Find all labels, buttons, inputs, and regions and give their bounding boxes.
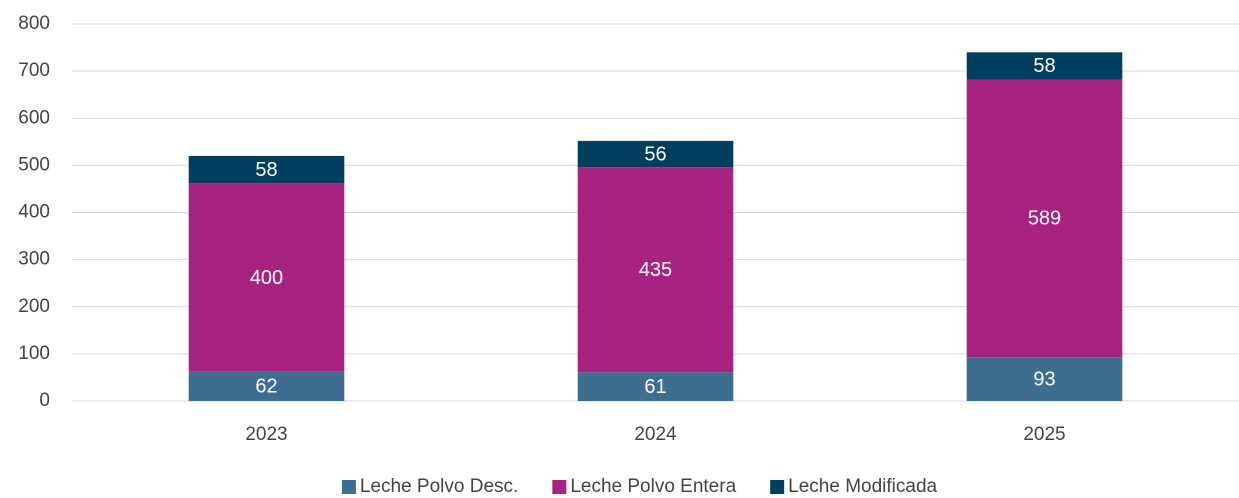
- y-tick-label: 200: [18, 296, 50, 317]
- x-tick-label: 2024: [634, 424, 677, 445]
- bar-segment: [188, 371, 345, 401]
- y-tick-label: 300: [18, 249, 50, 270]
- legend-swatch: [341, 480, 356, 494]
- x-tick-label: 2025: [1023, 424, 1065, 445]
- data-label: 62: [255, 376, 277, 398]
- y-tick-label: 0: [39, 390, 50, 411]
- x-tick-label: 2023: [245, 424, 287, 445]
- y-tick-label: 800: [18, 13, 50, 34]
- data-label: 58: [1033, 55, 1055, 77]
- legend-label: Leche Polvo Entera: [570, 476, 736, 497]
- bar-segment: [966, 357, 1123, 401]
- data-label: 58: [255, 159, 277, 181]
- bar-segment: [966, 52, 1123, 80]
- y-tick-label: 700: [18, 60, 50, 81]
- bar-segment: [188, 155, 345, 184]
- bar-segment: [188, 183, 345, 372]
- bar-segment: [966, 79, 1123, 358]
- y-tick-label: 400: [18, 202, 50, 223]
- legend-label: Leche Modificada: [788, 476, 937, 497]
- data-label: 61: [644, 376, 666, 398]
- data-label: 56: [644, 143, 666, 165]
- y-tick-label: 600: [18, 107, 50, 128]
- y-tick-label: 100: [18, 343, 50, 364]
- data-label: 589: [1028, 208, 1061, 230]
- legend-swatch: [770, 480, 785, 494]
- data-label: 400: [250, 267, 283, 289]
- data-label: 435: [639, 259, 672, 281]
- bar-segment: [577, 167, 734, 373]
- bar-segment: [577, 372, 734, 401]
- data-label: 93: [1033, 368, 1055, 390]
- y-tick-label: 500: [18, 154, 50, 175]
- legend-swatch: [552, 480, 567, 494]
- bar-segment: [577, 140, 734, 168]
- legend-label: Leche Polvo Desc.: [360, 476, 518, 497]
